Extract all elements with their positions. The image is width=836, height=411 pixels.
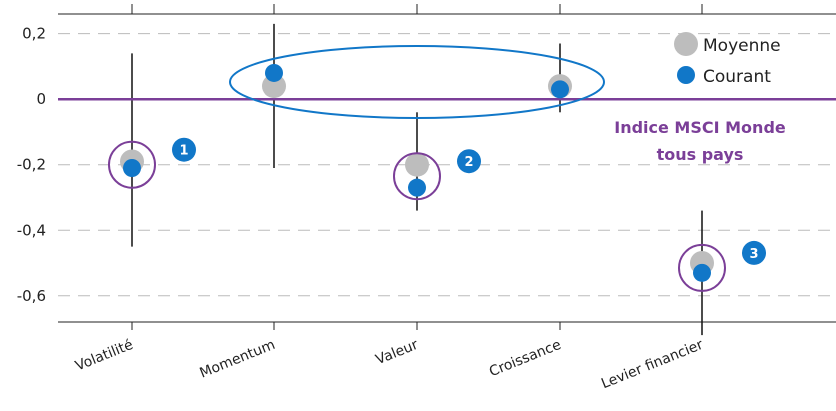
point-layer — [120, 64, 714, 282]
point-courant — [693, 264, 711, 282]
y-tick-label: -0,4 — [17, 221, 46, 239]
point-moyenne — [405, 153, 429, 177]
point-courant — [123, 159, 141, 177]
y-tick-label: 0,2 — [22, 25, 46, 43]
x-category-label: Valeur — [374, 337, 421, 368]
x-category-label: Volatilité — [73, 337, 135, 375]
numbered-marker-label: 2 — [464, 155, 473, 170]
numbered-marker-label: 1 — [179, 144, 188, 159]
legend-swatch-moyenne — [674, 32, 698, 56]
y-tick-label: -0,6 — [17, 287, 46, 305]
point-courant — [265, 64, 283, 82]
y-tick-label: 0 — [36, 90, 46, 108]
ellipse-layer — [230, 46, 604, 118]
numbered-marker-label: 3 — [749, 247, 758, 262]
x-category-label: Levier financier — [599, 337, 706, 392]
x-category-label: Momentum — [198, 337, 278, 382]
point-courant — [551, 80, 569, 98]
y-tick-label: -0,2 — [17, 156, 46, 174]
point-courant — [408, 179, 426, 197]
baseline-label-line2: tous pays — [657, 145, 744, 164]
x-category-label: Croissance — [487, 337, 563, 380]
legend-swatch-courant — [677, 66, 695, 84]
legend-label-courant: Courant — [703, 67, 771, 87]
legend-layer: Moyenne Courant — [674, 32, 781, 87]
baseline-label-line1: Indice MSCI Monde — [614, 118, 786, 137]
legend-label-moyenne: Moyenne — [703, 36, 781, 56]
highlight-ellipse — [230, 46, 604, 118]
